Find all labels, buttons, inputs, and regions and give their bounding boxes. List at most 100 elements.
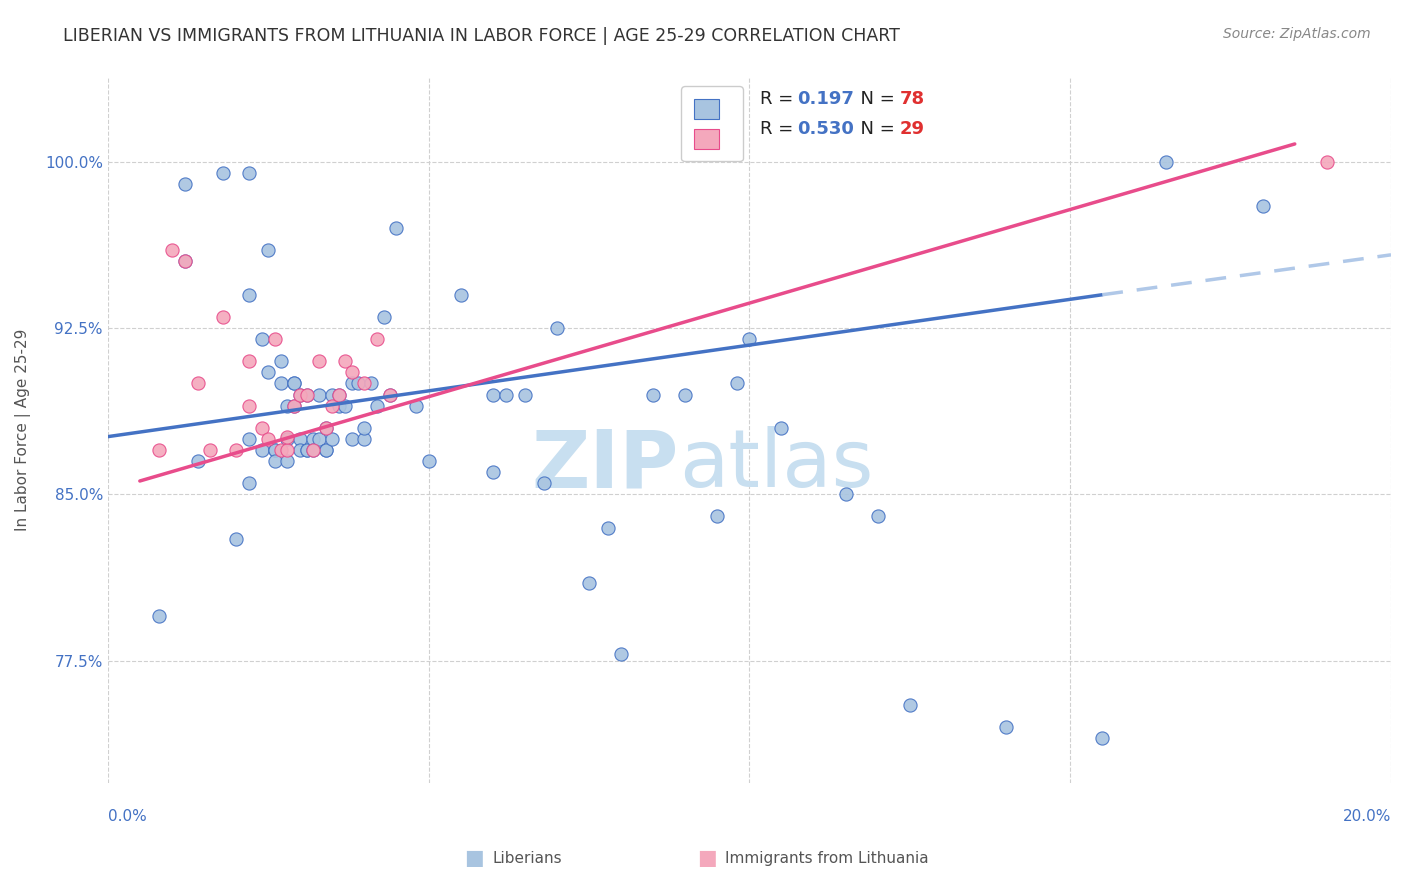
Point: [995, 720, 1018, 734]
Point: [302, 432, 325, 446]
Point: [360, 376, 382, 391]
Point: [1156, 154, 1178, 169]
Point: [276, 454, 298, 468]
Text: 20.0%: 20.0%: [1343, 809, 1391, 824]
Point: [263, 442, 285, 457]
Point: [302, 442, 325, 457]
Point: [238, 287, 260, 301]
Point: [315, 421, 337, 435]
Text: 29: 29: [900, 120, 925, 138]
Point: [270, 376, 292, 391]
Point: [295, 442, 318, 457]
Point: [290, 387, 312, 401]
Point: [418, 454, 440, 468]
Point: [725, 376, 748, 391]
Point: [295, 442, 318, 457]
Point: [340, 432, 363, 446]
Point: [276, 442, 298, 457]
Point: [378, 387, 401, 401]
Text: ZIP: ZIP: [531, 426, 679, 504]
Point: [276, 430, 298, 444]
Point: [173, 177, 195, 191]
Point: [643, 387, 665, 401]
Text: atlas: atlas: [679, 426, 873, 504]
Text: Liberians: Liberians: [492, 851, 562, 865]
Point: [308, 354, 330, 368]
Point: [263, 454, 285, 468]
Point: [353, 421, 375, 435]
Point: [238, 399, 260, 413]
Point: [263, 442, 285, 457]
Point: [283, 376, 305, 391]
Point: [276, 399, 298, 413]
Point: [315, 442, 337, 457]
Point: [328, 399, 350, 413]
Text: ■: ■: [697, 848, 717, 868]
Point: [347, 376, 370, 391]
Point: [283, 399, 305, 413]
Point: [1251, 199, 1274, 213]
Point: [328, 387, 350, 401]
Point: [250, 442, 273, 457]
Point: [366, 399, 388, 413]
Point: [257, 432, 280, 446]
Point: [200, 442, 222, 457]
Point: [257, 365, 280, 379]
Point: [340, 365, 363, 379]
Point: [321, 387, 343, 401]
Y-axis label: In Labor Force | Age 25-29: In Labor Force | Age 25-29: [15, 329, 31, 532]
Point: [898, 698, 921, 712]
Point: [148, 609, 170, 624]
Point: [212, 310, 235, 324]
Point: [238, 354, 260, 368]
Text: N =: N =: [849, 120, 901, 138]
Point: [212, 166, 235, 180]
Point: [385, 221, 408, 235]
Point: [270, 354, 292, 368]
Point: [673, 387, 696, 401]
Point: [706, 509, 728, 524]
Text: 0.0%: 0.0%: [108, 809, 146, 824]
Point: [378, 387, 401, 401]
Point: [315, 442, 337, 457]
Point: [250, 332, 273, 346]
Point: [321, 399, 343, 413]
Text: 0.530: 0.530: [797, 120, 853, 138]
Text: 78: 78: [900, 90, 925, 108]
Point: [187, 454, 209, 468]
Point: [263, 332, 285, 346]
Point: [533, 476, 555, 491]
Point: [770, 421, 793, 435]
Point: [481, 465, 503, 479]
Point: [340, 376, 363, 391]
Point: [578, 576, 600, 591]
Point: [295, 387, 318, 401]
Point: [225, 442, 247, 457]
Point: [173, 254, 195, 268]
Point: [308, 432, 330, 446]
Point: [1316, 154, 1339, 169]
Point: [373, 310, 395, 324]
Point: [546, 321, 568, 335]
Text: Immigrants from Lithuania: Immigrants from Lithuania: [725, 851, 929, 865]
Text: R =: R =: [759, 120, 799, 138]
Point: [333, 399, 356, 413]
Point: [333, 354, 356, 368]
Point: [148, 442, 170, 457]
Point: [495, 387, 517, 401]
Point: [328, 387, 350, 401]
Point: [270, 442, 292, 457]
Text: Source: ZipAtlas.com: Source: ZipAtlas.com: [1223, 27, 1371, 41]
Point: [834, 487, 856, 501]
Point: [481, 387, 503, 401]
Point: [321, 432, 343, 446]
Text: ■: ■: [464, 848, 484, 868]
Point: [250, 421, 273, 435]
Point: [283, 399, 305, 413]
Point: [405, 399, 427, 413]
Point: [290, 432, 312, 446]
Point: [187, 376, 209, 391]
Point: [225, 532, 247, 546]
Point: [450, 287, 472, 301]
Point: [238, 476, 260, 491]
